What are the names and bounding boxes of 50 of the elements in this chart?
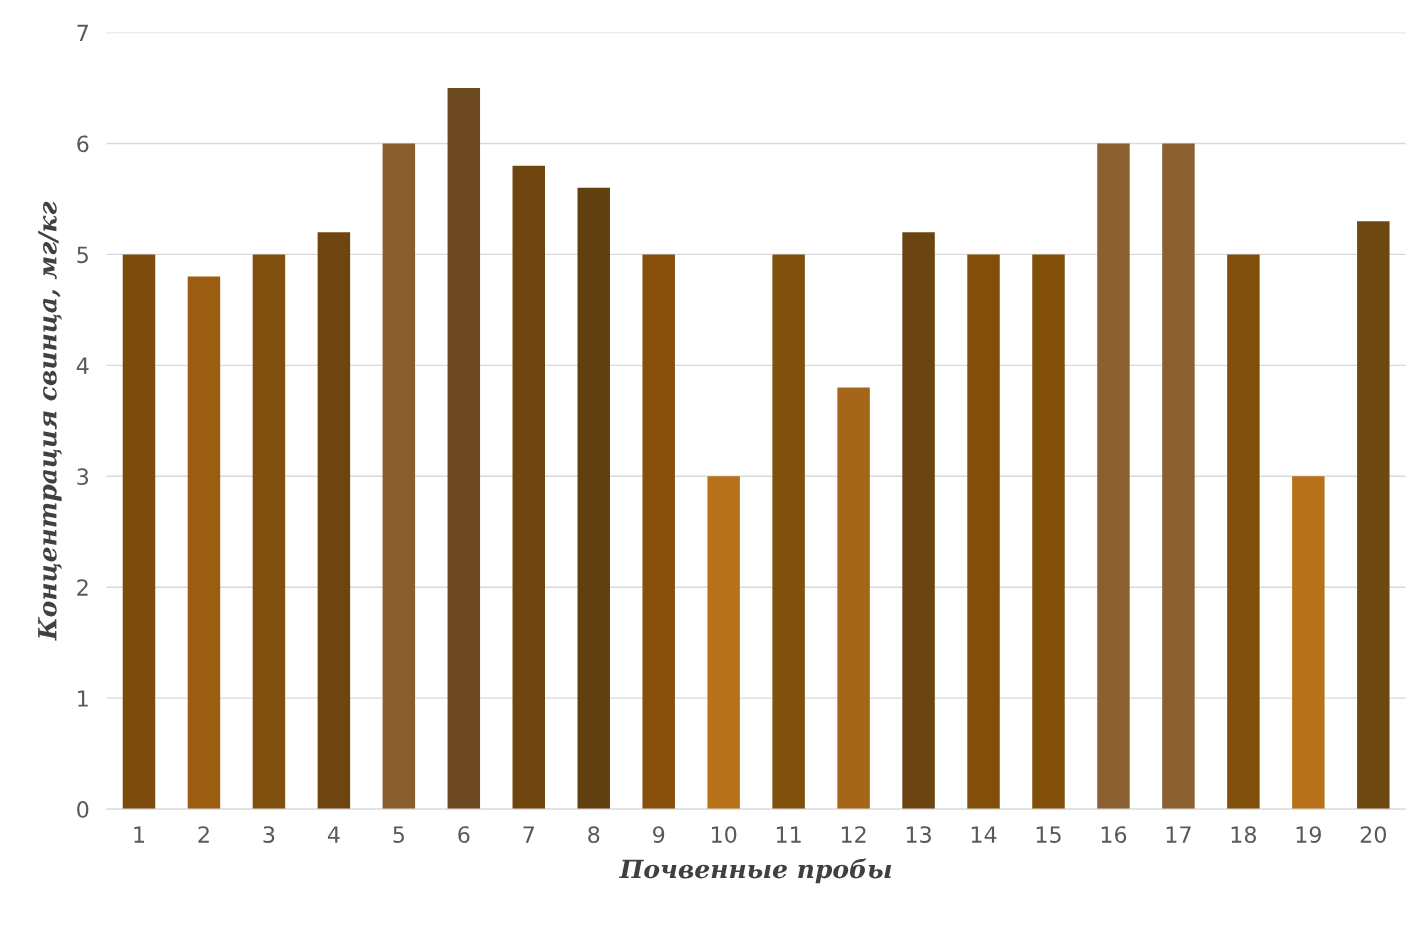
- y-tick-label: 5: [77, 246, 88, 264]
- x-tick-label: 19: [1296, 826, 1321, 843]
- x-tick-label: 13: [906, 826, 931, 843]
- x-tick-label: 16: [1101, 826, 1127, 843]
- y-tick-label: 0: [77, 801, 89, 818]
- x-tick-label: 3: [263, 826, 275, 843]
- y-axis-title: Концентрация свинца, мг/кг: [38, 201, 62, 641]
- bar: [252, 254, 286, 810]
- bar: [1292, 476, 1325, 810]
- x-tick-label: 10: [711, 826, 737, 843]
- y-tick-label: 6: [77, 135, 89, 153]
- bar: [642, 254, 675, 810]
- x-tick-label: 20: [1360, 826, 1386, 843]
- bar: [447, 88, 481, 810]
- bar: [317, 232, 351, 810]
- bar: [1357, 221, 1390, 810]
- x-tick-label: 18: [1231, 826, 1257, 843]
- y-tick-label: 4: [76, 357, 89, 374]
- bar: [967, 254, 1000, 810]
- x-tick-label: 7: [523, 826, 534, 843]
- bar: [187, 276, 221, 810]
- bar: [707, 476, 740, 810]
- bar: [837, 387, 870, 810]
- bar: [772, 254, 805, 810]
- bar: [1097, 143, 1130, 810]
- x-tick-label: 17: [1166, 826, 1191, 843]
- x-tick-label: 15: [1036, 826, 1061, 843]
- y-tick-label: 3: [77, 468, 89, 486]
- x-axis-title: Почвенные пробы: [619, 858, 892, 884]
- x-tick-label: 4: [327, 826, 340, 843]
- bar: [1162, 143, 1195, 810]
- y-tick-label: 1: [78, 690, 88, 707]
- x-tick-label: 6: [458, 826, 470, 843]
- x-tick-label: 11: [776, 826, 801, 843]
- x-tick-label: 5: [393, 826, 404, 843]
- bar: [122, 254, 156, 810]
- bar: [577, 187, 610, 810]
- y-tick-label: 2: [77, 579, 88, 596]
- bar: [1227, 254, 1260, 810]
- y-tick-label: 7: [77, 24, 88, 41]
- x-tick-label: 1: [134, 826, 144, 843]
- x-tick-label: 14: [971, 826, 997, 843]
- bar: [902, 232, 935, 810]
- bar: [1032, 254, 1065, 810]
- x-tick-label: 2: [198, 826, 209, 843]
- x-tick-label: 8: [588, 826, 600, 843]
- bar: [512, 165, 546, 810]
- x-tick-label: 9: [653, 826, 665, 843]
- bar: [382, 143, 416, 810]
- x-tick-label: 12: [841, 826, 866, 843]
